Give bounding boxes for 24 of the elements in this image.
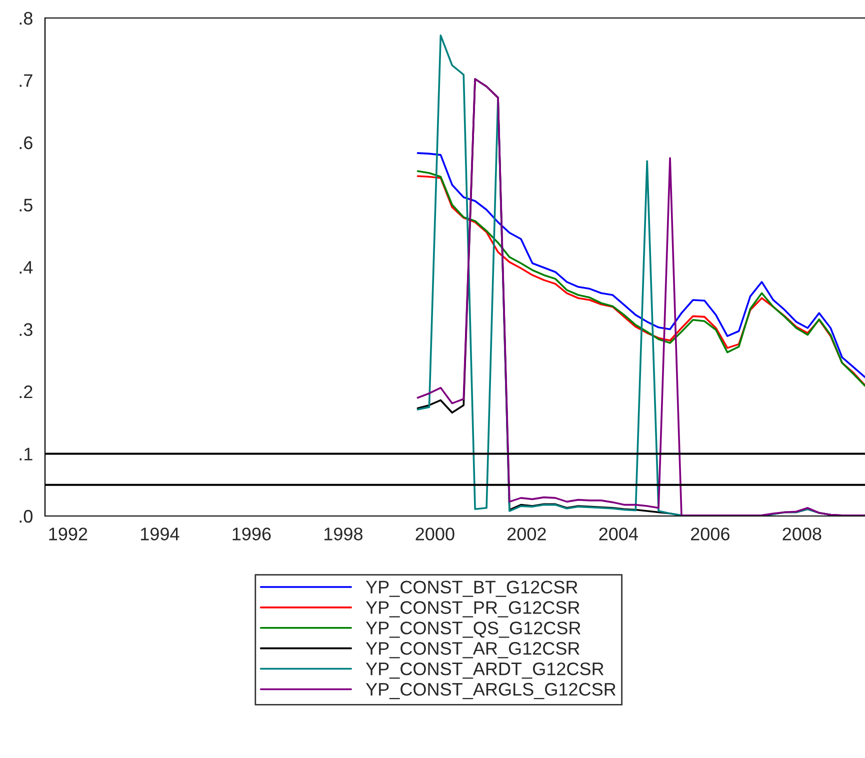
y-tick-label: .1	[20, 448, 32, 460]
legend-label: YP_CONST_ARGLS_G12CSR	[366, 682, 616, 700]
x-tick-label: 1994	[140, 528, 180, 540]
legend-label: YP_CONST_AR_G12CSR	[366, 642, 580, 658]
x-tick-label: 1996	[232, 528, 271, 540]
x-tick-label: 2000	[416, 528, 454, 540]
x-tick-label: 1992	[49, 528, 88, 540]
x-tick-label: 2008	[782, 528, 822, 540]
y-tick-label: .4	[20, 261, 33, 274]
y-tick-label: .8	[20, 12, 32, 25]
y-tick-label: .7	[20, 74, 32, 87]
y-tick-label: .2	[20, 385, 32, 398]
y-tick-label: .6	[20, 136, 32, 150]
x-tick-label: 1998	[324, 528, 362, 540]
x-tick-label: 2004	[599, 528, 638, 540]
x-tick-label: 2006	[691, 528, 730, 540]
legend-label: YP_CONST_QS_G12CSR	[366, 622, 580, 638]
x-tick-label: 2002	[508, 528, 546, 540]
legend-label: YP_CONST_ARDT_G12CSR	[366, 662, 604, 679]
y-tick-label: .5	[20, 198, 32, 212]
legend-label: YP_CONST_PR_G12CSR	[366, 601, 580, 618]
legend-label: YP_CONST_BT_G12CSR	[366, 580, 578, 597]
y-tick-label: .3	[20, 323, 32, 336]
y-tick-label: .0	[20, 510, 32, 523]
